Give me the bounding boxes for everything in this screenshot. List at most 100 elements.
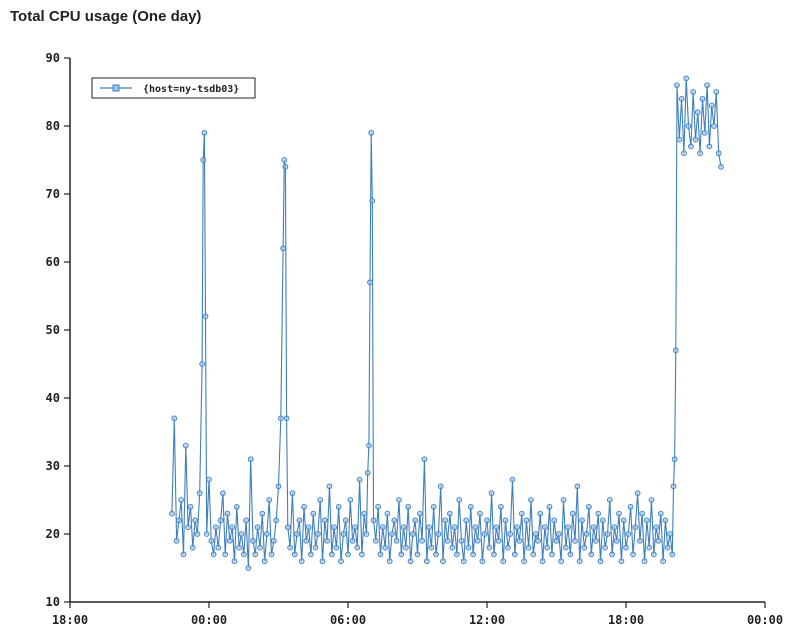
data-point: [324, 537, 330, 544]
data-point: [518, 510, 525, 517]
data-point: [521, 558, 527, 565]
data-point: [595, 510, 602, 517]
data-point: [560, 497, 567, 503]
data-point: [681, 150, 687, 157]
data-point: [319, 558, 326, 565]
data-point: [391, 517, 398, 524]
data-point: [317, 497, 324, 503]
data-point: [393, 537, 400, 544]
data-point: [305, 524, 312, 531]
data-point: [632, 524, 639, 531]
data-point: [440, 558, 446, 565]
data-point: [451, 524, 458, 531]
data-point: [281, 157, 288, 163]
data-point: [202, 313, 209, 320]
data-point: [405, 503, 412, 510]
x-tick-label: 00:00: [747, 613, 783, 627]
data-point: [711, 123, 717, 129]
data-point: [264, 531, 270, 537]
data-point: [229, 524, 236, 531]
data-point: [602, 544, 608, 551]
data-point: [500, 558, 507, 565]
data-point: [331, 524, 337, 531]
x-tick-label: 12:00: [469, 613, 505, 627]
data-point: [382, 544, 388, 551]
data-point: [328, 551, 335, 558]
data-point: [259, 510, 266, 517]
y-tick-label: 90: [46, 51, 60, 65]
data-point: [233, 503, 240, 510]
data-point: [437, 483, 444, 490]
data-point: [273, 517, 280, 524]
data-point: [660, 558, 666, 565]
data-point: [616, 510, 622, 517]
data-point: [231, 558, 238, 565]
y-tick-label: 40: [46, 391, 60, 405]
data-point: [182, 442, 189, 449]
data-point: [558, 558, 564, 565]
data-point: [280, 245, 286, 252]
data-point: [539, 558, 546, 565]
data-point: [291, 551, 298, 558]
axes: 10 20 30 40 50 60 70 80 90 18:00 00:00 06:00 12:00 18…: [46, 51, 784, 627]
data-point: [250, 537, 256, 544]
data-point: [185, 524, 191, 531]
data-point: [488, 490, 495, 497]
data-point: [361, 510, 368, 517]
data-point: [196, 490, 203, 497]
data-point: [321, 517, 328, 524]
data-point: [359, 551, 365, 558]
data-point: [200, 157, 207, 163]
data-point: [588, 551, 595, 558]
data-point: [460, 558, 467, 565]
data-point: [697, 150, 703, 157]
data-point: [637, 537, 643, 544]
data-point: [178, 497, 185, 503]
data-point: [551, 517, 558, 524]
data-point: [347, 497, 354, 503]
data-point: [419, 537, 425, 544]
data-point: [180, 551, 187, 558]
data-point: [315, 531, 321, 537]
data-point: [224, 510, 231, 517]
data-point: [481, 531, 488, 537]
data-point: [396, 497, 402, 503]
data-point: [340, 531, 347, 537]
data-point: [611, 524, 618, 531]
data-point: [308, 551, 314, 558]
data-point: [586, 503, 592, 510]
data-point: [426, 524, 432, 531]
data-point: [283, 415, 290, 422]
y-tick-label: 50: [46, 323, 60, 337]
data-point: [410, 531, 416, 537]
data-point: [189, 544, 196, 551]
data-point: [528, 497, 534, 503]
data-point: [565, 524, 571, 531]
data-point: [368, 129, 375, 136]
data-point: [544, 544, 551, 551]
data-point: [708, 102, 715, 109]
data-point: [583, 531, 590, 537]
data-point: [194, 531, 201, 537]
data-point: [648, 497, 655, 503]
data-point: [537, 510, 544, 517]
data-point: [646, 544, 653, 551]
data-point: [572, 537, 578, 544]
data-point: [669, 551, 676, 558]
data-point: [342, 517, 349, 524]
data-point: [569, 510, 576, 517]
data-point: [713, 89, 720, 95]
data-point: [579, 517, 585, 524]
data-point: [377, 551, 384, 558]
data-point: [599, 517, 606, 524]
data-point: [609, 551, 615, 558]
data-point: [613, 537, 620, 544]
data-point: [356, 476, 363, 483]
data-point: [240, 551, 247, 558]
data-point: [678, 95, 685, 102]
data-point: [303, 537, 310, 544]
y-tick-label: 30: [46, 459, 60, 473]
plot-area: [169, 75, 724, 571]
data-point: [470, 551, 476, 558]
data-point: [421, 456, 428, 463]
